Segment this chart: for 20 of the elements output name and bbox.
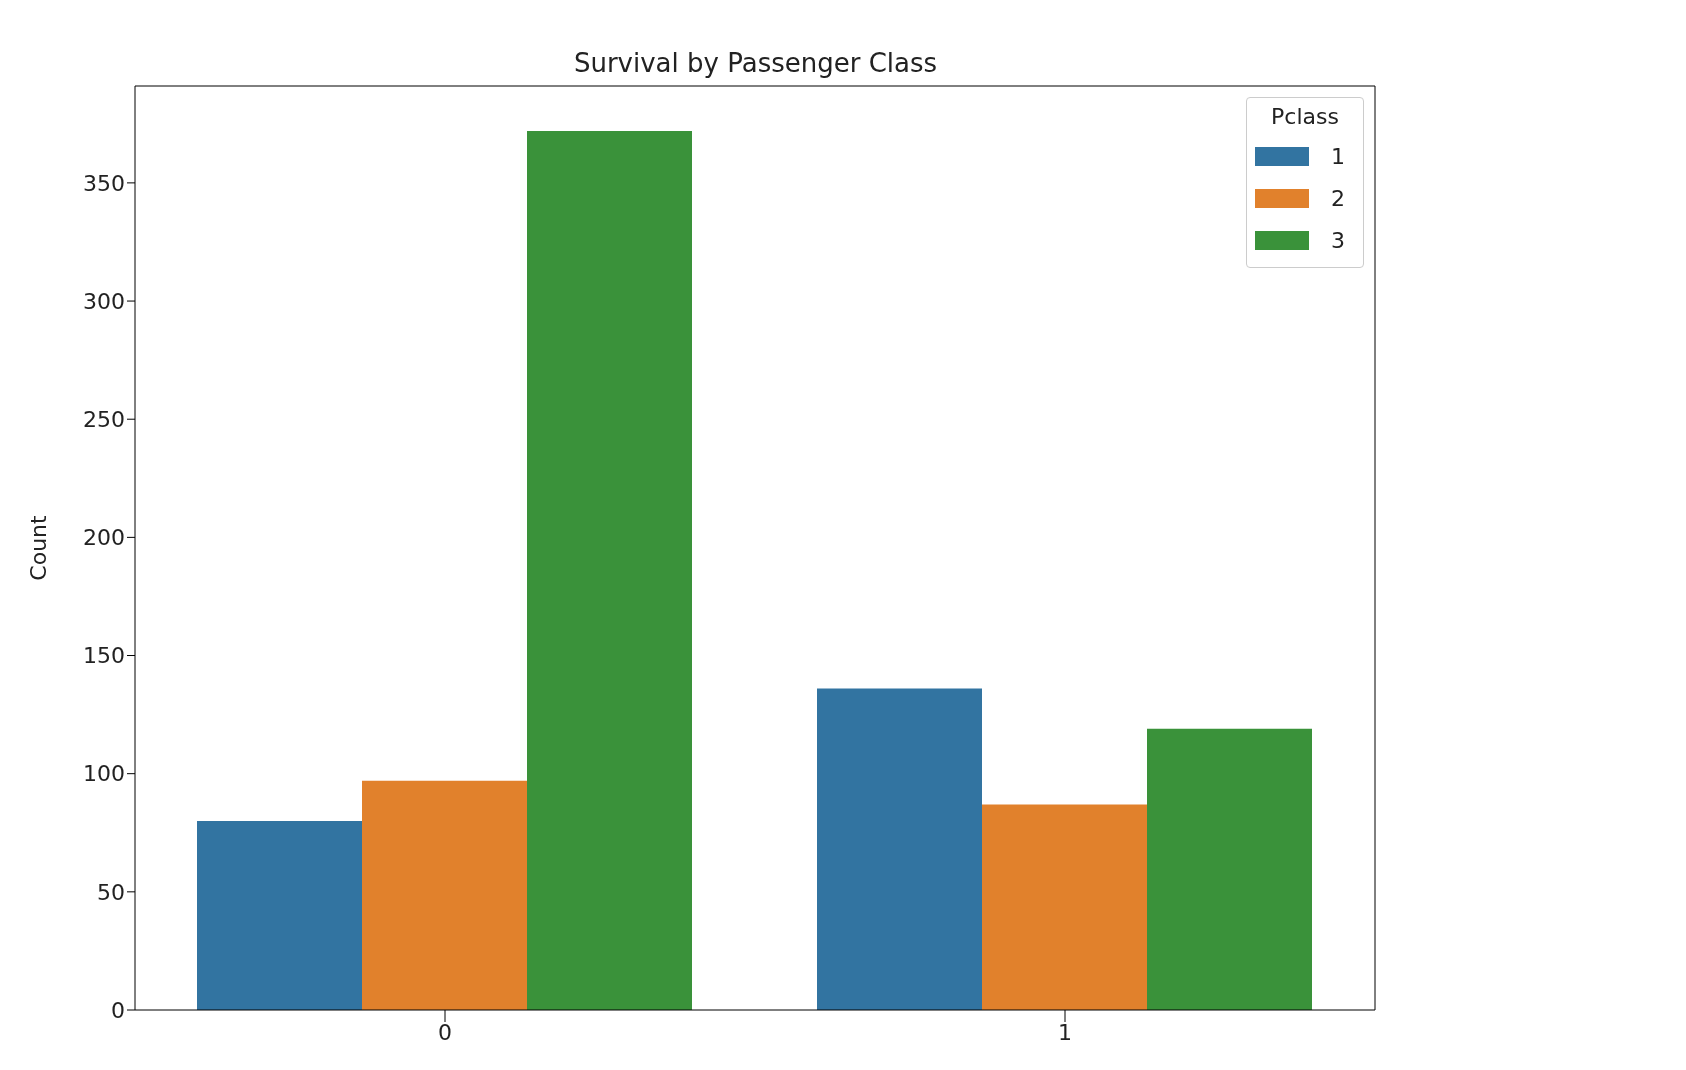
chart-title: Survival by Passenger Class (572, 48, 939, 78)
legend-label: 2 (1331, 185, 1345, 211)
y-tick-label: 100 (83, 761, 125, 787)
legend-label: 3 (1331, 227, 1345, 253)
y-tick-label: 50 (97, 879, 125, 905)
bar (817, 688, 982, 1010)
y-tick-label: 200 (83, 525, 125, 551)
legend-label: 1 (1331, 143, 1345, 169)
bar (362, 780, 527, 1010)
y-tick-label: 150 (83, 643, 125, 669)
y-tick-label: 300 (83, 288, 125, 314)
y-axis-title: Count (25, 514, 51, 581)
y-tick-label: 250 (83, 407, 125, 433)
y-tick-label: 0 (111, 997, 125, 1023)
bar (197, 820, 362, 1010)
bar (982, 804, 1147, 1010)
y-tick-label: 350 (83, 170, 125, 196)
bar (527, 130, 692, 1010)
bar (1147, 728, 1312, 1010)
legend-title: Pclass (1270, 104, 1340, 129)
